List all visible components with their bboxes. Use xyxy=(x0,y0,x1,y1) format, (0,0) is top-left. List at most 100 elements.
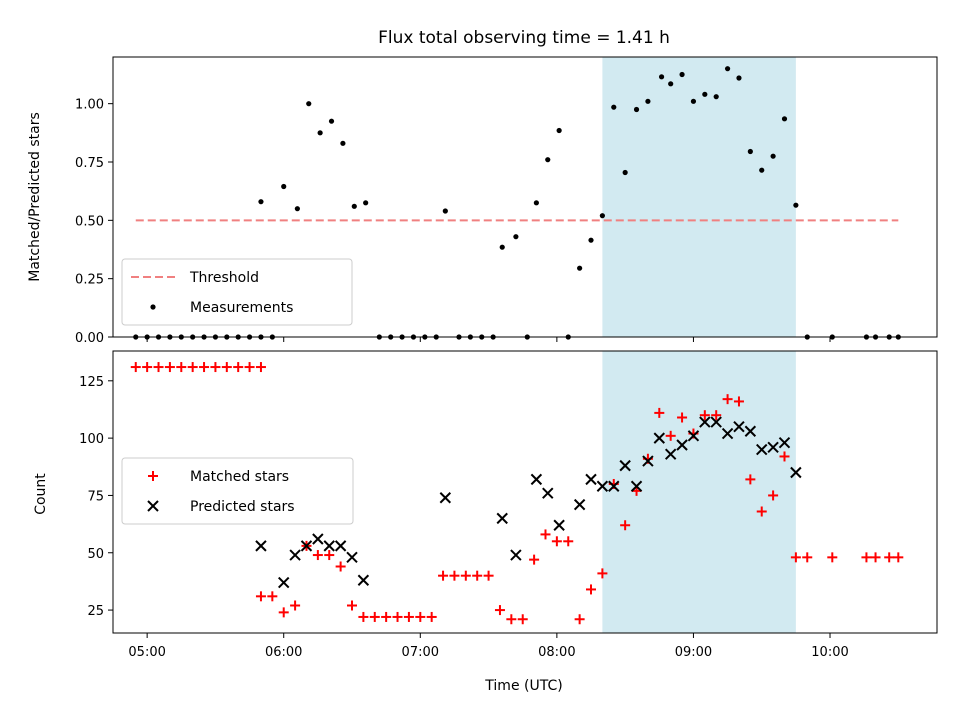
matched-star-point xyxy=(586,584,597,595)
matched-star-point xyxy=(164,362,175,373)
top-shaded-region xyxy=(602,57,796,337)
matched-star-point xyxy=(130,362,141,373)
x-tick-label: 08:00 xyxy=(538,645,575,660)
matched-star-point xyxy=(517,614,528,625)
matched-star-point xyxy=(597,568,608,579)
matched-star-point xyxy=(426,611,437,622)
bottom-shaded-region xyxy=(602,351,796,633)
measurement-point xyxy=(793,202,799,208)
measurement-point xyxy=(306,101,312,107)
x-tick-label: 05:00 xyxy=(128,645,165,660)
matched-star-point xyxy=(494,605,505,616)
matched-star-point xyxy=(745,474,756,485)
matched-star-point xyxy=(563,536,574,547)
bottom-y-tick-label: 75 xyxy=(87,489,104,504)
top-y-tick-label: 0.25 xyxy=(75,273,104,288)
predicted-star-point xyxy=(642,455,654,467)
legend-threshold-label: Threshold xyxy=(189,270,259,286)
matched-star-point xyxy=(187,362,198,373)
predicted-star-point xyxy=(596,480,609,492)
predicted-star-point xyxy=(687,430,700,442)
top-panel: 0.00 0.25 0.50 0.75 1.00 Matched/Predicted s… xyxy=(27,56,938,346)
predicted-star-point xyxy=(334,540,347,552)
bottom-y-tick-label: 25 xyxy=(87,604,104,619)
matched-star-point xyxy=(267,591,278,602)
matched-star-point xyxy=(827,552,838,563)
top-axes-frame xyxy=(112,56,938,338)
x-axis-label: Time (UTC) xyxy=(484,678,562,694)
predicted-star-point xyxy=(542,487,554,499)
matched-star-point xyxy=(870,552,881,563)
top-legend-box xyxy=(121,258,353,326)
chart-title: Flux total observing time = 1.41 h xyxy=(378,28,670,48)
predicted-star-point xyxy=(510,549,522,561)
measurement-point xyxy=(759,167,765,173)
predicted-star-point xyxy=(653,432,666,444)
predicted-star-point xyxy=(289,549,301,561)
matched-star-point xyxy=(438,570,449,581)
predicted-star-point xyxy=(664,448,677,460)
matched-star-point xyxy=(255,362,266,373)
matched-star-point xyxy=(790,552,801,563)
predicted-star-point xyxy=(790,466,802,479)
predicted-star-point xyxy=(312,533,324,545)
predicted-star-point xyxy=(496,512,508,525)
matched-star-point xyxy=(176,362,187,373)
measurement-point xyxy=(599,213,605,219)
matched-star-point xyxy=(255,591,266,602)
measurement-point xyxy=(747,148,753,155)
predicted-star-point xyxy=(630,480,643,492)
bottom-legend: Matched stars Predicted stars xyxy=(121,457,354,525)
predicted-star-point xyxy=(710,416,722,428)
matched-star-point xyxy=(369,611,380,622)
matched-star-point xyxy=(403,611,414,622)
matched-star-point xyxy=(142,362,153,373)
predicted-star-point xyxy=(357,574,370,586)
measurement-point xyxy=(702,91,708,97)
matched-star-point xyxy=(392,611,403,622)
predicted-star-point xyxy=(733,420,745,433)
matched-star-point xyxy=(665,430,676,441)
matched-star-point xyxy=(312,550,323,561)
measurement-point xyxy=(442,208,448,214)
predicted-star-point xyxy=(530,473,543,486)
bottom-axes-frame xyxy=(112,350,938,634)
predicted-star-point xyxy=(573,498,586,511)
matched-star-point xyxy=(722,394,733,405)
predicted-star-point xyxy=(744,425,757,437)
measurement-point xyxy=(340,140,346,146)
matched-star-point xyxy=(779,451,790,462)
matched-star-point xyxy=(290,600,301,611)
legend-predicted-swatch xyxy=(147,500,159,512)
legend-matched-label: Matched stars xyxy=(190,469,289,485)
top-y-tick-label: 0.75 xyxy=(75,156,104,171)
legend-measurements-swatch xyxy=(150,304,156,310)
measurement-point xyxy=(633,106,640,113)
bottom-panel: 05:00 06:00 07:00 08:00 09:00 10:00 25 50 75 100… xyxy=(33,350,938,694)
bottom-y-tick-label: 125 xyxy=(79,375,104,390)
matched-star-point xyxy=(472,570,483,581)
predicted-star-point xyxy=(278,576,290,589)
measurement-point xyxy=(294,206,300,212)
measurement-point xyxy=(499,244,505,250)
measurement-point xyxy=(351,203,357,209)
matched-star-point xyxy=(335,561,346,572)
top-legend: Threshold Measurements xyxy=(121,258,353,326)
matched-star-point xyxy=(574,614,585,625)
predicted-star-point xyxy=(676,439,688,451)
predicted-star-point xyxy=(346,551,358,564)
matched-star-point xyxy=(861,552,872,563)
x-tick-label: 10:00 xyxy=(811,645,848,660)
x-tick-label: 09:00 xyxy=(675,645,712,660)
measurement-point xyxy=(668,81,674,87)
measurement-point xyxy=(736,75,742,81)
top-y-tick-label: 0.50 xyxy=(75,214,104,229)
measurement-point xyxy=(770,153,776,159)
measurement-point xyxy=(317,130,323,136)
predicted-star-point xyxy=(756,443,768,456)
x-tick-label: 07:00 xyxy=(402,645,439,660)
measurement-point xyxy=(622,169,628,176)
matched-star-point xyxy=(381,611,392,622)
top-y-tick-label: 0.00 xyxy=(75,331,104,346)
